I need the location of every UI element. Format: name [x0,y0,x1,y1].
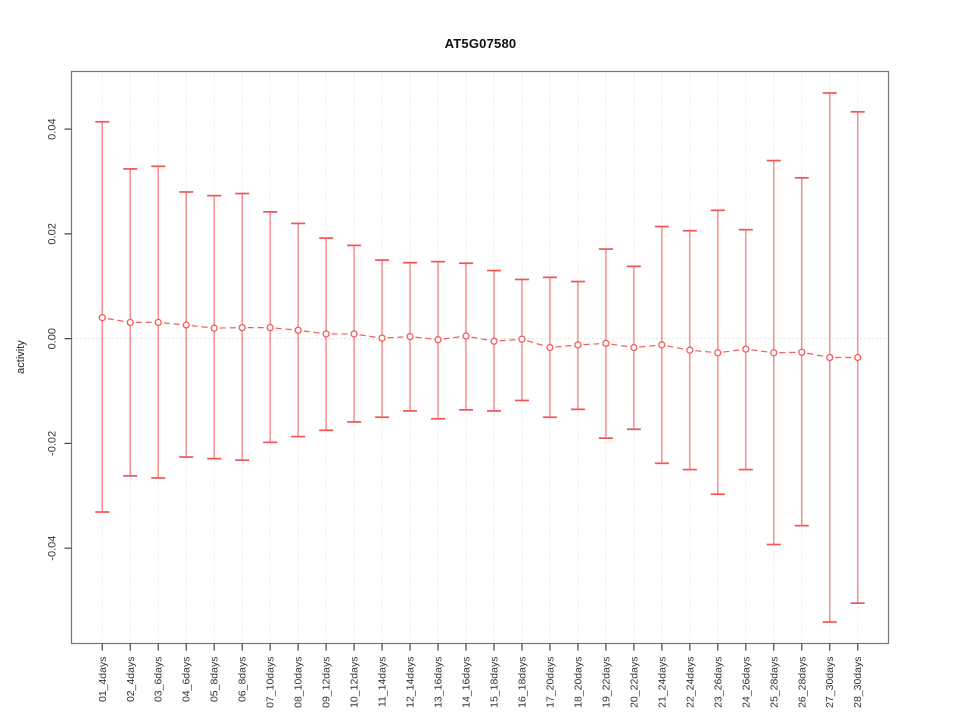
x-tick-label: 27_30days [824,657,836,708]
data-point-marker [518,335,526,343]
series-connector-dash [695,350,713,353]
data-point-marker [686,346,694,354]
data-point-marker [714,349,722,357]
data-point-marker [574,341,582,349]
x-tick-label: 07_10days [265,657,277,708]
data-point-marker [210,324,218,332]
data-point-marker [658,341,666,349]
series-connector-dash [611,343,629,348]
series-connector-dash [275,327,293,331]
chart-title: AT5G07580 [444,36,517,51]
x-tick-label: 21_24days [656,657,668,708]
x-tick-label: 05_8days [209,657,221,703]
x-tick-label: 28_30days [852,657,864,708]
data-point-marker [350,330,358,338]
series-connector-dash [667,345,685,350]
x-tick-label: 24_26days [740,657,752,708]
data-point-marker [826,353,834,362]
y-tick-label: 0.00 [47,328,59,349]
series-connector-dash [191,325,209,329]
series-connector-dash [163,322,181,326]
x-tick-label: 06_8days [237,657,249,703]
x-tick-label: 17_20days [544,657,556,708]
x-tick-label: 03_6days [153,657,165,703]
x-tick-label: 23_26days [712,657,724,708]
data-point-marker [462,332,470,340]
data-point-marker [378,334,386,342]
data-point-marker [434,336,442,344]
y-tick-label: 0.02 [47,223,59,244]
data-point-marker [602,339,610,348]
x-tick-label: 22_24days [684,657,696,708]
series-connector-dash [303,330,321,334]
x-tick-label: 20_22days [628,657,640,708]
x-tick-label: 25_28days [768,657,780,708]
y-tick-label: -0.04 [47,536,59,561]
x-tick-label: 02_4days [125,657,137,703]
x-tick-label: 18_20days [572,657,584,708]
x-tick-label: 09_12days [321,657,333,708]
x-tick-label: 26_28days [796,657,808,708]
series-connector-dash [639,344,657,348]
series-connector-dash [499,338,517,342]
series-connector-dash [583,343,601,346]
y-axis-label: activity [15,340,27,374]
data-point-marker [266,323,274,332]
data-point-marker [98,314,106,322]
data-point-marker [854,353,862,362]
plot-box [70,70,890,645]
data-point-marker [238,323,246,332]
series-connector-dash [107,318,125,323]
y-tick-label: -0.02 [47,431,59,456]
data-point-marker [294,326,302,334]
x-tick-label: 14_16days [461,657,473,708]
x-tick-label: 12_14days [405,657,417,708]
series-connector-dash [471,336,489,341]
x-tick-label: 19_22days [600,657,612,708]
series-connector-dash [415,336,433,340]
data-point-marker [546,343,554,352]
x-tick-label: 01_4days [97,657,109,703]
data-point-marker [742,345,750,353]
series-connector-dash [527,340,545,347]
series-connector-dash [387,336,405,339]
series-connector-dash [751,349,769,353]
data-point-marker [322,330,330,338]
data-point-marker [182,321,190,329]
x-tick-label: 11_14days [377,657,389,708]
x-tick-label: 13_16days [433,657,445,708]
data-point-marker [630,343,638,352]
x-tick-label: 15_18days [488,657,500,708]
x-tick-label: 04_6days [181,657,193,703]
series-connector-dash [723,349,741,353]
data-point-marker [490,337,498,345]
x-tick-label: 08_10days [293,657,305,708]
y-tick-label: 0.04 [47,118,59,139]
data-point-marker [154,318,162,327]
data-point-marker [770,349,778,357]
series-connector-dash [555,344,573,348]
series-connector-dash [807,352,825,358]
series-connector-dash [359,334,377,338]
x-tick-label: 10_12days [349,657,361,708]
series-connector-dash [443,336,461,340]
x-tick-label: 16_18days [516,657,528,708]
data-point-marker [406,332,414,341]
data-point-marker [798,348,806,356]
data-point-marker [126,318,134,327]
